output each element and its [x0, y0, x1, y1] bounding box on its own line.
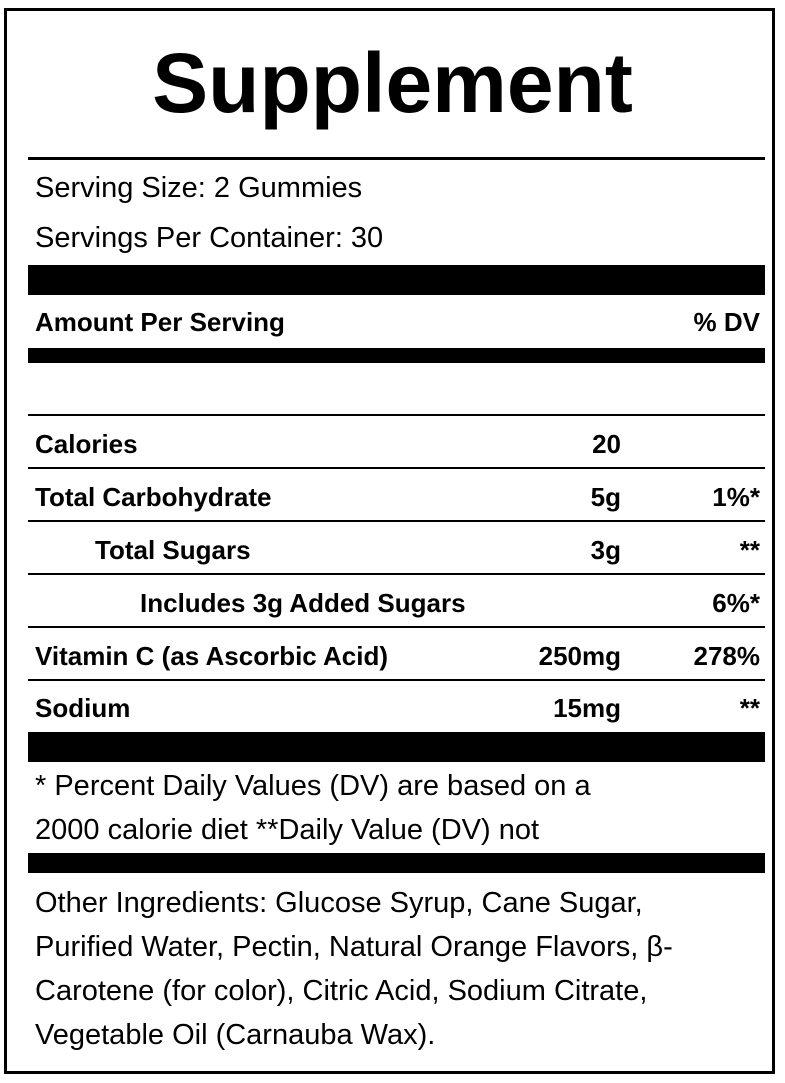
row-carbohydrate-amount: 5g	[590, 482, 621, 512]
row-calories-amount: 20	[592, 429, 621, 459]
footnote-line-2: 2000 calorie diet **Daily Value (DV) not	[35, 814, 540, 846]
row-added-sugars-dv: 6%*	[712, 588, 760, 618]
row-vitamin-c-dv: 278%	[693, 641, 761, 671]
row-divider	[28, 520, 765, 522]
row-vitamin-c-amount: 250mg	[538, 641, 621, 671]
ingredients-line-4: Vegetable Oil (Carnauba Wax).	[35, 1019, 436, 1051]
amount-per-serving-header: Amount Per Serving	[35, 307, 285, 337]
servings-per-container: Servings Per Container: 30	[35, 222, 384, 254]
row-carbohydrate-dv: 1%*	[712, 482, 760, 512]
row-added-sugars-name: Includes 3g Added Sugars	[140, 588, 466, 618]
ingredients-line-1: Other Ingredients: Glucose Syrup, Cane S…	[35, 887, 643, 919]
label-title: Supplement	[152, 36, 633, 130]
row-divider	[28, 679, 765, 681]
thick-bar-1	[28, 265, 765, 295]
row-divider	[28, 414, 765, 416]
row-total-sugars-dv: **	[739, 535, 760, 565]
row-divider	[28, 626, 765, 628]
ingredients-line-3: Carotene (for color), Citric Acid, Sodiu…	[35, 975, 648, 1007]
row-divider	[28, 467, 765, 469]
dv-header: % DV	[693, 307, 760, 337]
thick-bar-2	[28, 348, 765, 363]
thick-bar-3	[28, 732, 765, 762]
footnote-line-1: * Percent Daily Values (DV) are based on…	[35, 770, 591, 802]
serving-size: Serving Size: 2 Gummies	[35, 172, 363, 204]
row-total-sugars-name: Total Sugars	[95, 535, 251, 565]
thick-bar-4	[28, 853, 765, 873]
row-sodium-amount: 15mg	[553, 693, 621, 723]
row-total-sugars-amount: 3g	[590, 535, 621, 565]
row-divider	[28, 573, 765, 575]
label-frame	[4, 8, 775, 1074]
title-divider	[28, 157, 765, 160]
row-sodium-dv: **	[739, 693, 760, 723]
row-vitamin-c-name: Vitamin C (as Ascorbic Acid)	[35, 641, 389, 671]
row-calories-name: Calories	[35, 429, 138, 459]
row-carbohydrate-name: Total Carbohydrate	[35, 482, 272, 512]
ingredients-line-2: Purified Water, Pectin, Natural Orange F…	[35, 931, 673, 963]
row-sodium-name: Sodium	[35, 693, 131, 723]
